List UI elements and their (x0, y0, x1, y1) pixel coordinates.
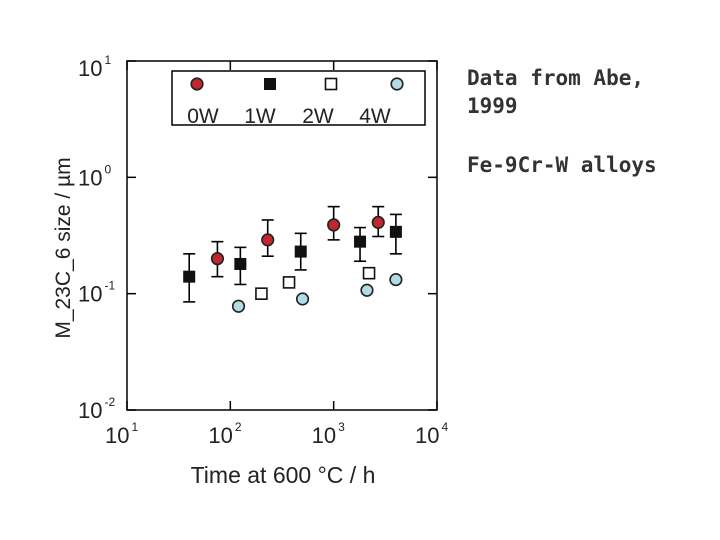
tick-labels: 10 1 10 2 10 3 10 410 -210 -110 010 1 (78, 53, 448, 448)
alloy-annotation: Fe-9Cr-W alloys (467, 153, 657, 177)
point-4W-1 (295, 292, 310, 306)
legend-label-1W: 1W (244, 105, 276, 128)
plot-frame (126, 60, 438, 411)
x-tick-exponent-3: 4 (441, 420, 448, 434)
point-0W-0 (210, 252, 225, 266)
y-tick-label-2: 10 0 (78, 162, 111, 190)
y-axis-label: M_23C_6 size / µm (52, 157, 75, 338)
y-tick-exponent-2: 0 (104, 162, 111, 176)
legend-box (171, 70, 426, 126)
legend-marker-4W (390, 77, 404, 91)
data-markers (183, 205, 403, 313)
x-tick-exponent-0: 1 (131, 420, 138, 434)
axis-ticks (126, 60, 438, 411)
point-4W-0 (231, 299, 246, 313)
x-tick-label-2: 10 3 (312, 420, 345, 448)
x-axis-label: Time at 600 °C / h (191, 462, 376, 488)
y-tick-exponent-0: -2 (104, 395, 115, 409)
legend-label-0W: 0W (187, 105, 219, 128)
point-0W-1 (261, 233, 275, 247)
x-tick-label-3: 10 4 (415, 420, 448, 448)
point-2W-1 (282, 276, 296, 289)
legend: 0W 1W 2W 4W (171, 70, 426, 128)
point-1W-2 (294, 245, 307, 258)
legend-marker-0W (190, 77, 204, 91)
series-4W (231, 273, 403, 313)
point-4W-2 (360, 283, 374, 297)
x-tick-label-0: 10 1 (105, 420, 138, 448)
y-tick-label-1: 10 -1 (78, 279, 115, 307)
y-tick-label-0: 10 -2 (78, 395, 115, 423)
series-0W (210, 205, 385, 278)
point-1W-4 (389, 225, 402, 238)
point-1W-0 (183, 270, 196, 283)
point-2W-2 (362, 266, 376, 280)
x-tick-label-1: 10 2 (208, 420, 241, 448)
series-1W (183, 213, 402, 303)
legend-marker-1W (264, 78, 276, 90)
point-4W-3 (389, 273, 403, 287)
legend-label-4W: 4W (359, 105, 391, 128)
y-tick-label-3: 10 1 (78, 53, 111, 81)
point-1W-1 (234, 257, 247, 270)
source-annotation: Data from Abe, 1999 (467, 66, 645, 118)
point-1W-3 (354, 235, 367, 248)
legend-label-2W: 2W (302, 105, 334, 128)
point-0W-2 (327, 218, 341, 232)
legend-marker-2W (324, 77, 338, 91)
point-2W-0 (255, 287, 268, 300)
series-2W (255, 266, 376, 300)
y-tick-exponent-1: -1 (104, 279, 115, 293)
point-0W-3 (371, 215, 385, 229)
y-tick-exponent-3: 1 (104, 53, 111, 67)
x-tick-exponent-2: 3 (338, 420, 345, 434)
x-tick-exponent-1: 2 (235, 420, 242, 434)
